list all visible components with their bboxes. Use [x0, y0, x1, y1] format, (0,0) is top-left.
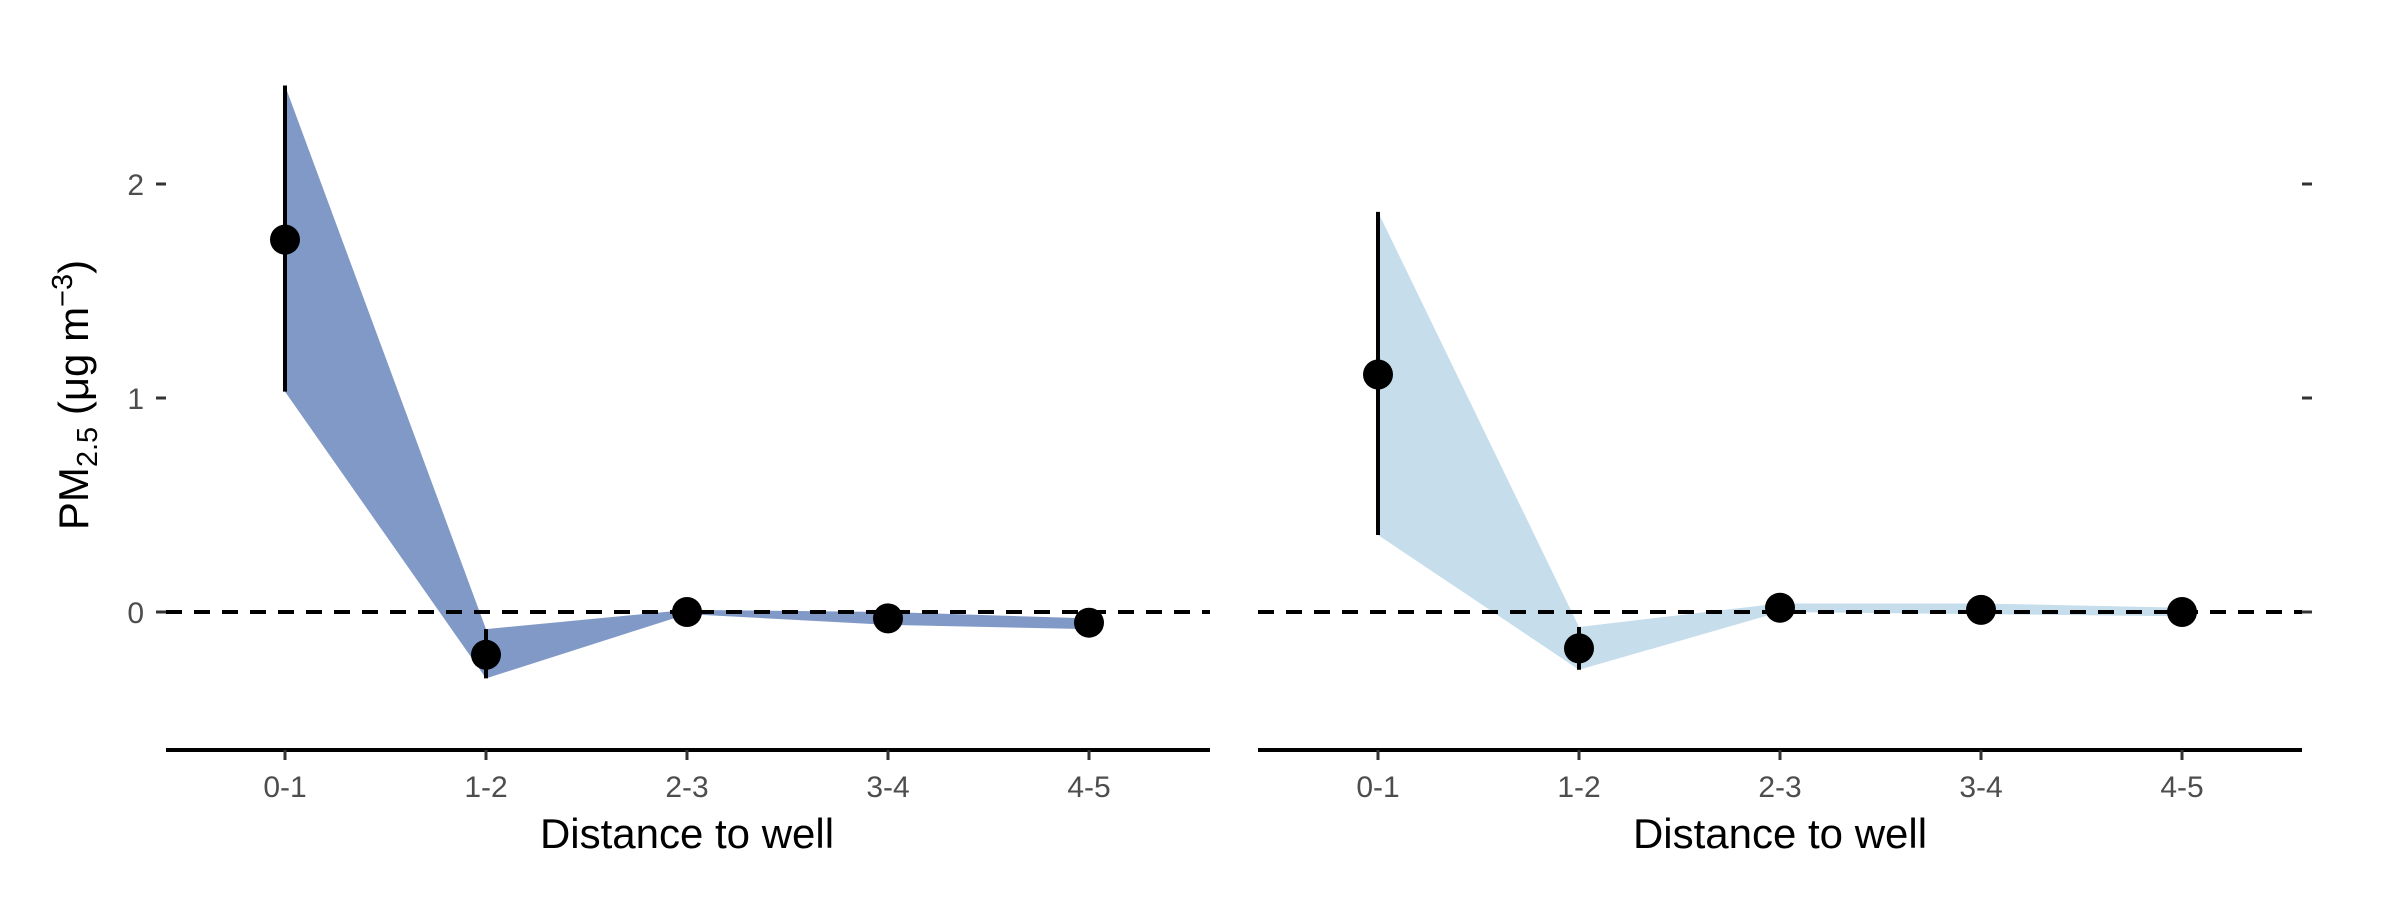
- y-axis-title-base: PM: [50, 467, 97, 530]
- x-tick-label: 4-5: [1067, 771, 1110, 804]
- y-axis-title: PM2.5 (μg m−3): [47, 260, 104, 530]
- x-tick-label: 0-1: [1356, 771, 1399, 804]
- y-tick-label: 0: [127, 597, 144, 630]
- x-axis-title: Distance to well: [1633, 810, 1927, 857]
- y-axis-title-subscript: 2.5: [72, 427, 104, 467]
- point-estimate-1-2: [1564, 633, 1594, 664]
- point-estimate-4-5: [2167, 597, 2197, 627]
- y-axis-title-unit-post: ): [50, 260, 97, 274]
- x-tick-label: 4-5: [2160, 771, 2203, 804]
- point-estimate-0-1: [1363, 359, 1393, 390]
- y-axis-title-unit-pre: (μg m: [50, 307, 97, 427]
- y-tick-label: 2: [127, 169, 144, 202]
- x-tick-label: 2-3: [665, 771, 708, 804]
- y-tick-label: 1: [127, 383, 144, 416]
- point-estimate-0-1: [270, 224, 300, 255]
- right-panel: 0-1 1-2 2-3 3-4 4-5 Distance to well: [1258, 182, 2312, 857]
- x-tick-label: 0-1: [263, 771, 306, 804]
- x-tick-label: 3-4: [1959, 771, 2002, 804]
- x-tick-label: 1-2: [1557, 771, 1600, 804]
- confidence-ribbon: [285, 85, 1089, 679]
- point-estimate-2-3: [1765, 592, 1795, 623]
- x-tick-label: 2-3: [1758, 771, 1801, 804]
- point-estimate-3-4: [873, 603, 903, 634]
- point-estimate-2-3: [672, 597, 702, 627]
- x-axis-title: Distance to well: [540, 810, 834, 857]
- point-estimate-4-5: [1074, 607, 1104, 638]
- left-panel: 0-1 1-2 2-3 3-4 4-5 0 1 2 Distance to well: [127, 85, 1210, 857]
- point-estimate-1-2: [471, 639, 501, 670]
- point-estimate-3-4: [1966, 594, 1996, 625]
- y-axis-title-superscript: −3: [47, 274, 79, 307]
- x-tick-label: 3-4: [866, 771, 909, 804]
- x-tick-label: 1-2: [464, 771, 507, 804]
